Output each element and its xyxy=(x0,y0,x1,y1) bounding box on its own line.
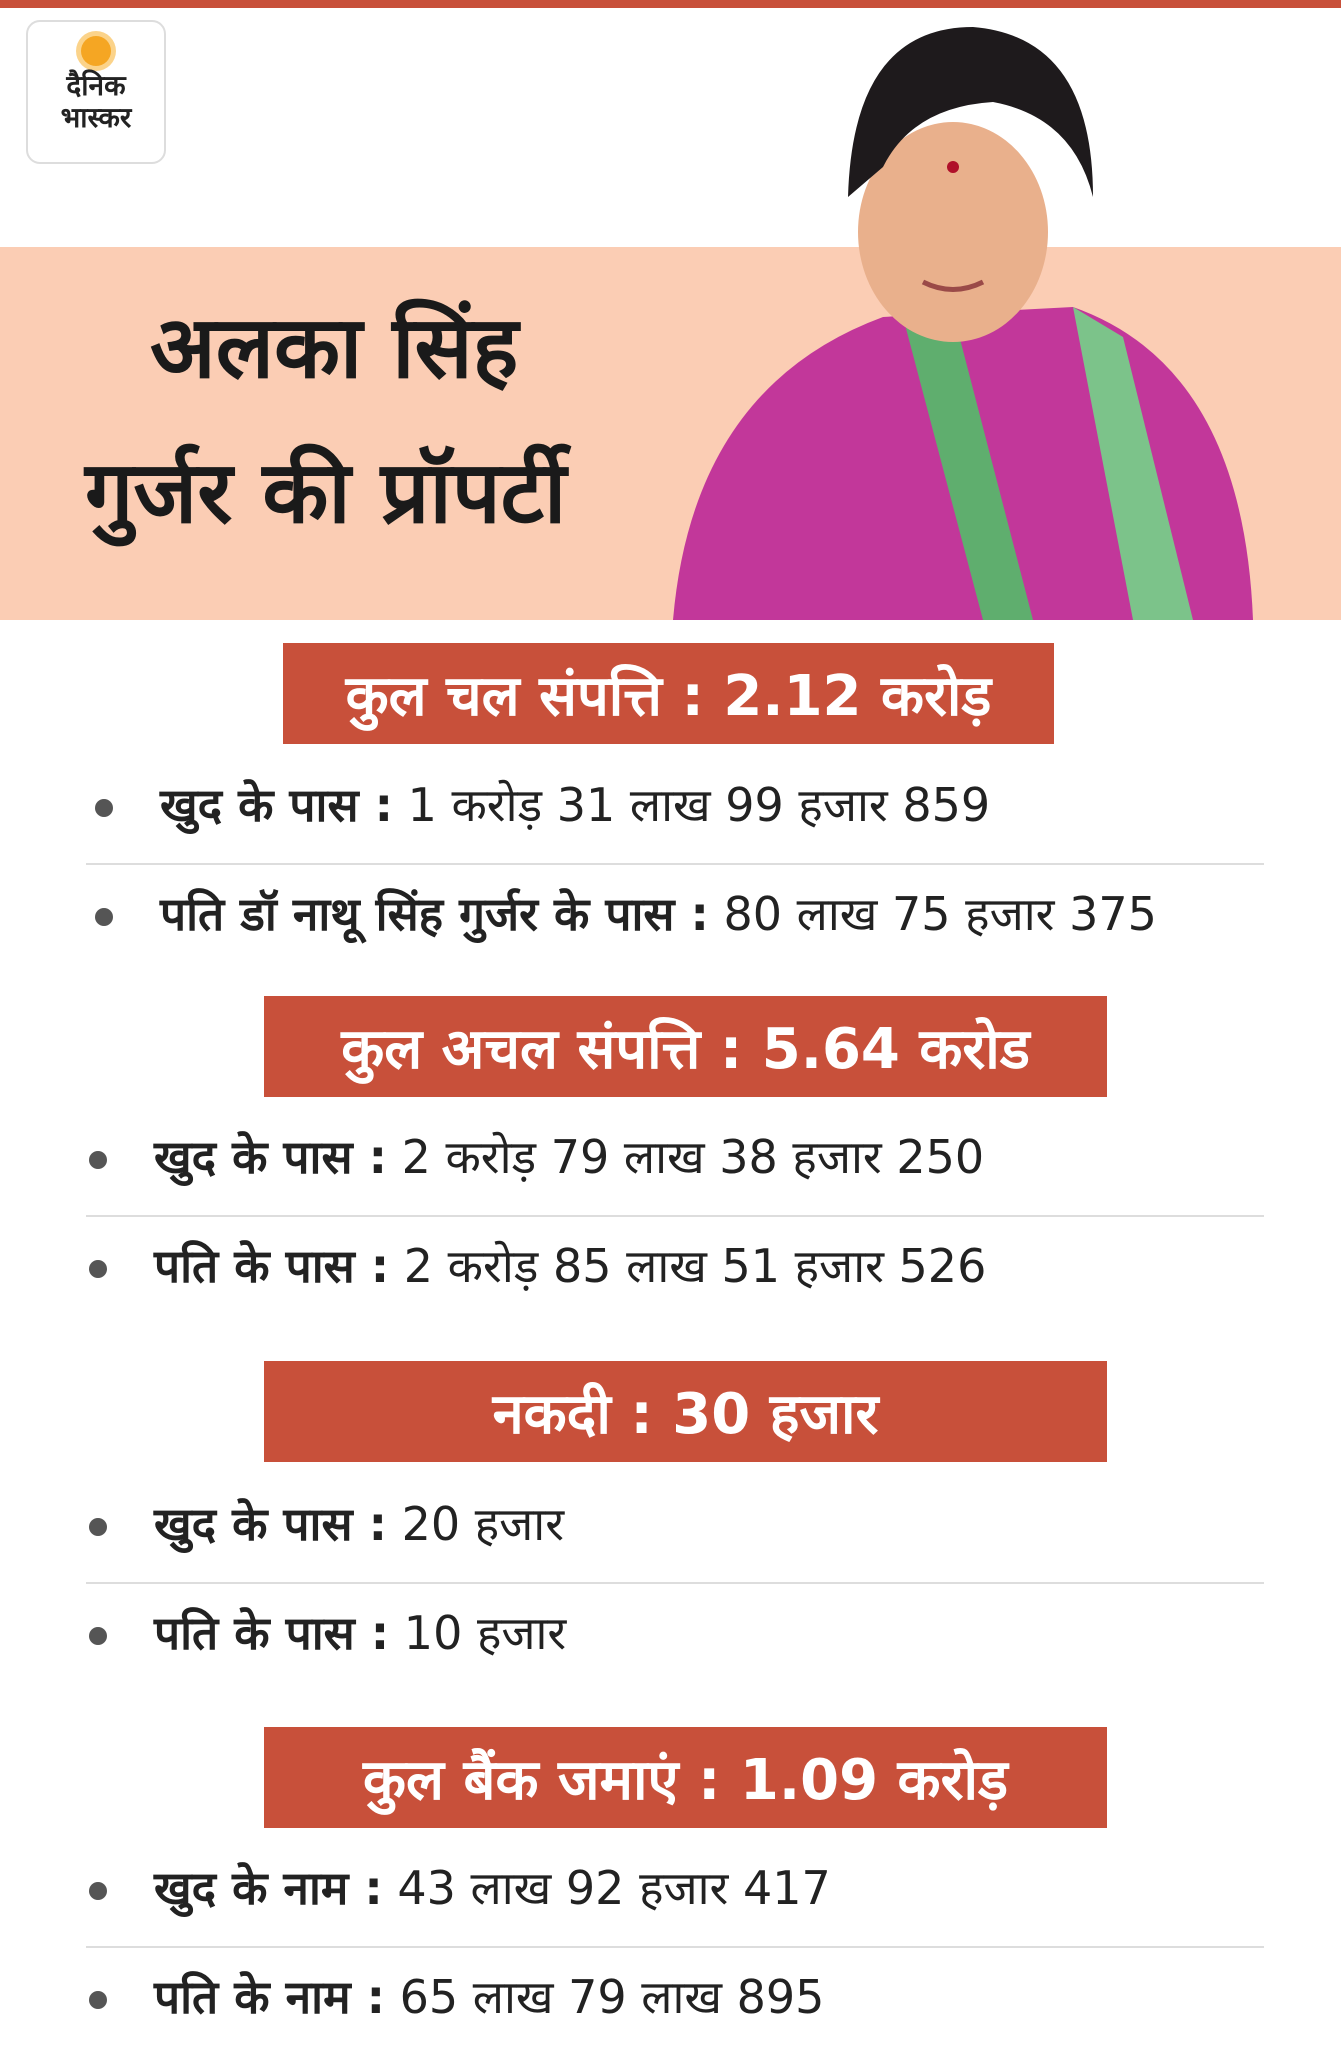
item-value: 1 करोड़ 31 लाख 99 हजार 859 xyxy=(407,778,991,832)
item-value: 20 हजार xyxy=(401,1497,565,1551)
bullet xyxy=(89,1991,107,2009)
logo-text: भास्कर xyxy=(60,101,132,134)
item-row: खुद के पास : 20 हजार xyxy=(154,1501,1334,1547)
item-row: पति के पास : 2 करोड़ 85 लाख 51 हजार 526 xyxy=(154,1243,1334,1289)
section-heading: कुल चल संपत्ति : 2.12 करोड़ xyxy=(283,643,1054,744)
bullet xyxy=(89,1518,107,1536)
item-row: खुद के नाम : 43 लाख 92 हजार 417 xyxy=(154,1865,1334,1911)
separator xyxy=(86,1582,1264,1584)
item-label: पति के पास : xyxy=(154,1239,390,1293)
item-row: पति के नाम : 65 लाख 79 लाख 895 xyxy=(154,1974,1334,2020)
item-row: खुद के पास : 2 करोड़ 79 लाख 38 हजार 250 xyxy=(154,1134,1334,1180)
item-label: खुद के पास : xyxy=(154,1497,387,1551)
section-heading: नकदी : 30 हजार xyxy=(264,1361,1107,1462)
bullet xyxy=(89,1882,107,1900)
item-value: 2 करोड़ 85 लाख 51 हजार 526 xyxy=(403,1239,987,1293)
item-label: पति के नाम : xyxy=(154,1970,385,2024)
item-row: खुद के पास : 1 करोड़ 31 लाख 99 हजार 859 xyxy=(160,782,1340,828)
bullet xyxy=(95,799,113,817)
item-value: 65 लाख 79 लाख 895 xyxy=(399,1970,825,2024)
item-row: पति डॉ नाथू सिंह गुर्जर के पास : 80 लाख … xyxy=(160,891,1340,937)
bullet xyxy=(95,908,113,926)
item-label: खुद के नाम : xyxy=(154,1861,383,1915)
title: अलका सिंह xyxy=(150,298,519,398)
separator xyxy=(86,863,1264,865)
bullet xyxy=(89,1260,107,1278)
section-heading: कुल बैंक जमाएं : 1.09 करोड़ xyxy=(264,1727,1107,1828)
bullet xyxy=(89,1151,107,1169)
portrait xyxy=(673,27,1253,620)
item-row: पति के पास : 10 हजार xyxy=(154,1610,1334,1656)
separator xyxy=(86,1946,1264,1948)
item-label: पति के पास : xyxy=(154,1606,390,1660)
item-label: खुद के पास : xyxy=(154,1130,387,1184)
bullet xyxy=(89,1627,107,1645)
section-heading: कुल अचल संपत्ति : 5.64 करोड xyxy=(264,996,1107,1097)
logo-text: दैनिक xyxy=(66,69,126,102)
logo-sun xyxy=(81,36,111,66)
item-label: खुद के पास : xyxy=(160,778,393,832)
item-label: पति डॉ नाथू सिंह गुर्जर के पास : xyxy=(160,887,709,941)
item-value: 43 लाख 92 हजार 417 xyxy=(397,1861,831,1915)
title: गुर्जर की प्रॉपर्टी xyxy=(85,443,567,543)
item-value: 80 लाख 75 हजार 375 xyxy=(723,887,1157,941)
logo: दैनिक भास्कर xyxy=(26,20,166,164)
item-value: 2 करोड़ 79 लाख 38 हजार 250 xyxy=(401,1130,985,1184)
top-bar xyxy=(0,0,1341,8)
item-value: 10 हजार xyxy=(403,1606,567,1660)
separator xyxy=(86,1215,1264,1217)
